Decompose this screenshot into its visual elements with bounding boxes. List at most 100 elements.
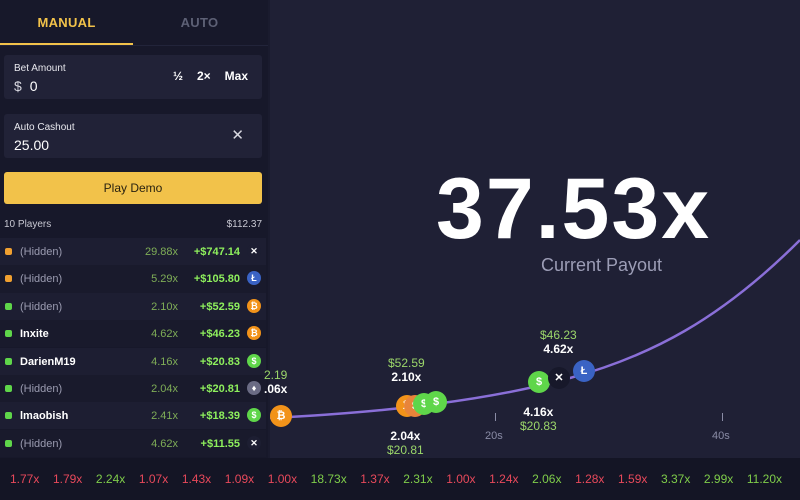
player-row: (Hidden) 29.88x +$747.14 ✕ xyxy=(0,238,266,266)
coin-icon: $ xyxy=(247,353,261,368)
history-item: 2.06x xyxy=(532,472,562,486)
coin-icon: ₿ xyxy=(247,298,261,313)
payout-chart: 37.53x Current Payout 20s 40s 2.19 .06x … xyxy=(264,0,800,458)
history-item: 1.77x xyxy=(10,472,40,486)
current-payout-label: Current Payout xyxy=(541,255,663,275)
status-dot xyxy=(5,248,12,255)
history-item: 1.28x xyxy=(575,472,605,486)
history-item: 11.20x xyxy=(746,472,783,486)
status-dot xyxy=(5,330,12,338)
history-item: 2.99x xyxy=(703,472,734,486)
player-row: (Hidden) 5.29x +$105.80 Ł xyxy=(0,265,266,293)
coin-icon: Ł xyxy=(247,271,261,286)
max-bet-button[interactable]: Max xyxy=(224,69,248,83)
player-winnings: +$46.23 xyxy=(199,328,240,341)
cashout-amount: $46.23 xyxy=(540,328,577,342)
status-dot xyxy=(5,412,12,420)
player-multiplier: 2.41x xyxy=(151,410,178,423)
history-item: 18.73x xyxy=(310,472,347,486)
player-multiplier: 29.88x xyxy=(144,246,178,258)
coin-icon: ✕ xyxy=(247,244,261,258)
history-item: 1.00x xyxy=(446,472,476,486)
player-row: (Hidden) 4.62x +$11.55 ✕ xyxy=(0,429,266,457)
player-winnings: +$20.83 xyxy=(199,355,240,368)
coin-icon: ✕ xyxy=(247,435,261,450)
tab-manual[interactable]: MANUAL xyxy=(0,0,133,45)
cashout-annotation: $52.59 2.10x xyxy=(388,356,425,384)
currency-symbol: $ xyxy=(14,78,22,94)
player-name: (Hidden) xyxy=(20,382,63,395)
player-winnings: +$747.14 xyxy=(193,246,240,258)
auto-cashout-input[interactable]: 25.00 xyxy=(14,137,50,153)
bitcoin-icon: ₿ xyxy=(270,405,292,427)
current-payout-value: 37.53x xyxy=(436,161,712,257)
history-item: 1.24x xyxy=(489,472,519,486)
coin-icon: ♦ xyxy=(247,380,261,395)
bet-amount-field[interactable]: Bet Amount $0 ½ 2× Max xyxy=(4,55,262,99)
double-bet-button[interactable]: 2× xyxy=(196,69,211,83)
player-name: (Hidden) xyxy=(20,246,63,258)
play-demo-button[interactable]: Play Demo xyxy=(4,172,262,204)
history-item: 2.31x xyxy=(403,472,433,486)
history-item: 1.09x xyxy=(224,472,255,486)
auto-cashout-field[interactable]: Auto Cashout 25.00 ✕ xyxy=(4,114,262,158)
status-dot xyxy=(5,439,12,447)
player-row: Inxite 4.62x +$46.23 ₿ xyxy=(0,320,266,348)
half-bet-button[interactable]: ½ xyxy=(172,69,183,83)
player-name: (Hidden) xyxy=(20,273,63,286)
history-item: 1.43x xyxy=(181,472,212,486)
history-item: 3.37x xyxy=(660,472,691,486)
clear-icon[interactable]: ✕ xyxy=(231,127,244,144)
cashout-mult: 4.16x xyxy=(523,405,554,419)
bet-amount-label: Bet Amount xyxy=(14,63,66,74)
x-icon: ✕ xyxy=(548,367,570,389)
status-dot xyxy=(5,275,12,283)
cashout-annotation: $46.23 4.62x xyxy=(540,328,577,356)
axis-tick xyxy=(495,413,496,421)
coin-icon: ₿ xyxy=(247,326,261,341)
cashout-annotation: 2.04x $20.81 xyxy=(387,429,424,457)
player-name: (Hidden) xyxy=(20,437,63,450)
player-winnings: +$20.81 xyxy=(199,382,240,395)
cashout-amount: 2.19 xyxy=(264,368,288,382)
axis-tick xyxy=(722,413,723,421)
history-item: 1.00x xyxy=(267,472,298,486)
players-count: 10 Players xyxy=(4,219,52,230)
players-list: (Hidden) 29.88x +$747.14 ✕ (Hidden) 5.29x +$10… xyxy=(0,238,266,457)
cash-icon: $ xyxy=(425,391,447,413)
cashout-annotation: 2.19 .06x xyxy=(264,368,287,396)
cashout-mult: 2.10x xyxy=(391,370,422,384)
history-item: 2.24x xyxy=(95,472,126,486)
player-multiplier: 4.16x xyxy=(151,355,178,368)
history-item: 1.59x xyxy=(618,472,648,486)
history-item: 1.37x xyxy=(360,472,390,486)
axis-label-20s: 20s xyxy=(485,430,503,442)
status-dot xyxy=(5,302,12,310)
player-row: DarienM19 4.16x +$20.83 $ xyxy=(0,347,266,375)
tab-auto[interactable]: AUTO xyxy=(180,15,219,30)
players-header: 10 Players $112.37 xyxy=(4,219,262,235)
player-winnings: +$105.80 xyxy=(193,273,240,286)
coin-icon: $ xyxy=(247,408,261,423)
bet-amount-input[interactable]: 0 xyxy=(29,78,38,94)
history-item: 1.79x xyxy=(52,472,83,486)
player-winnings: +$11.55 xyxy=(200,437,240,450)
player-row: lmaobish 2.41x +$18.39 $ xyxy=(0,402,266,430)
player-name: DarienM19 xyxy=(20,355,76,368)
cashout-amount: $20.81 xyxy=(387,443,424,457)
litecoin-icon: Ł xyxy=(573,360,595,382)
cashout-amount: $52.59 xyxy=(388,356,425,370)
player-winnings: +$52.59 xyxy=(199,300,240,313)
player-row: (Hidden) 2.04x +$20.81 ♦ xyxy=(0,374,266,403)
cashout-annotation: 4.16x $20.83 xyxy=(520,405,557,433)
cash-icon: $ xyxy=(528,371,550,393)
players-total: $112.37 xyxy=(226,219,262,230)
player-row: (Hidden) 2.10x +$52.59 ₿ xyxy=(0,292,266,320)
cashout-mult: .06x xyxy=(264,382,288,396)
auto-cashout-label: Auto Cashout xyxy=(14,122,75,133)
cashout-mult: 4.62x xyxy=(543,342,574,356)
cashout-amount: $20.83 xyxy=(520,419,557,433)
player-multiplier: 4.62x xyxy=(151,328,178,341)
player-name: (Hidden) xyxy=(20,300,63,313)
